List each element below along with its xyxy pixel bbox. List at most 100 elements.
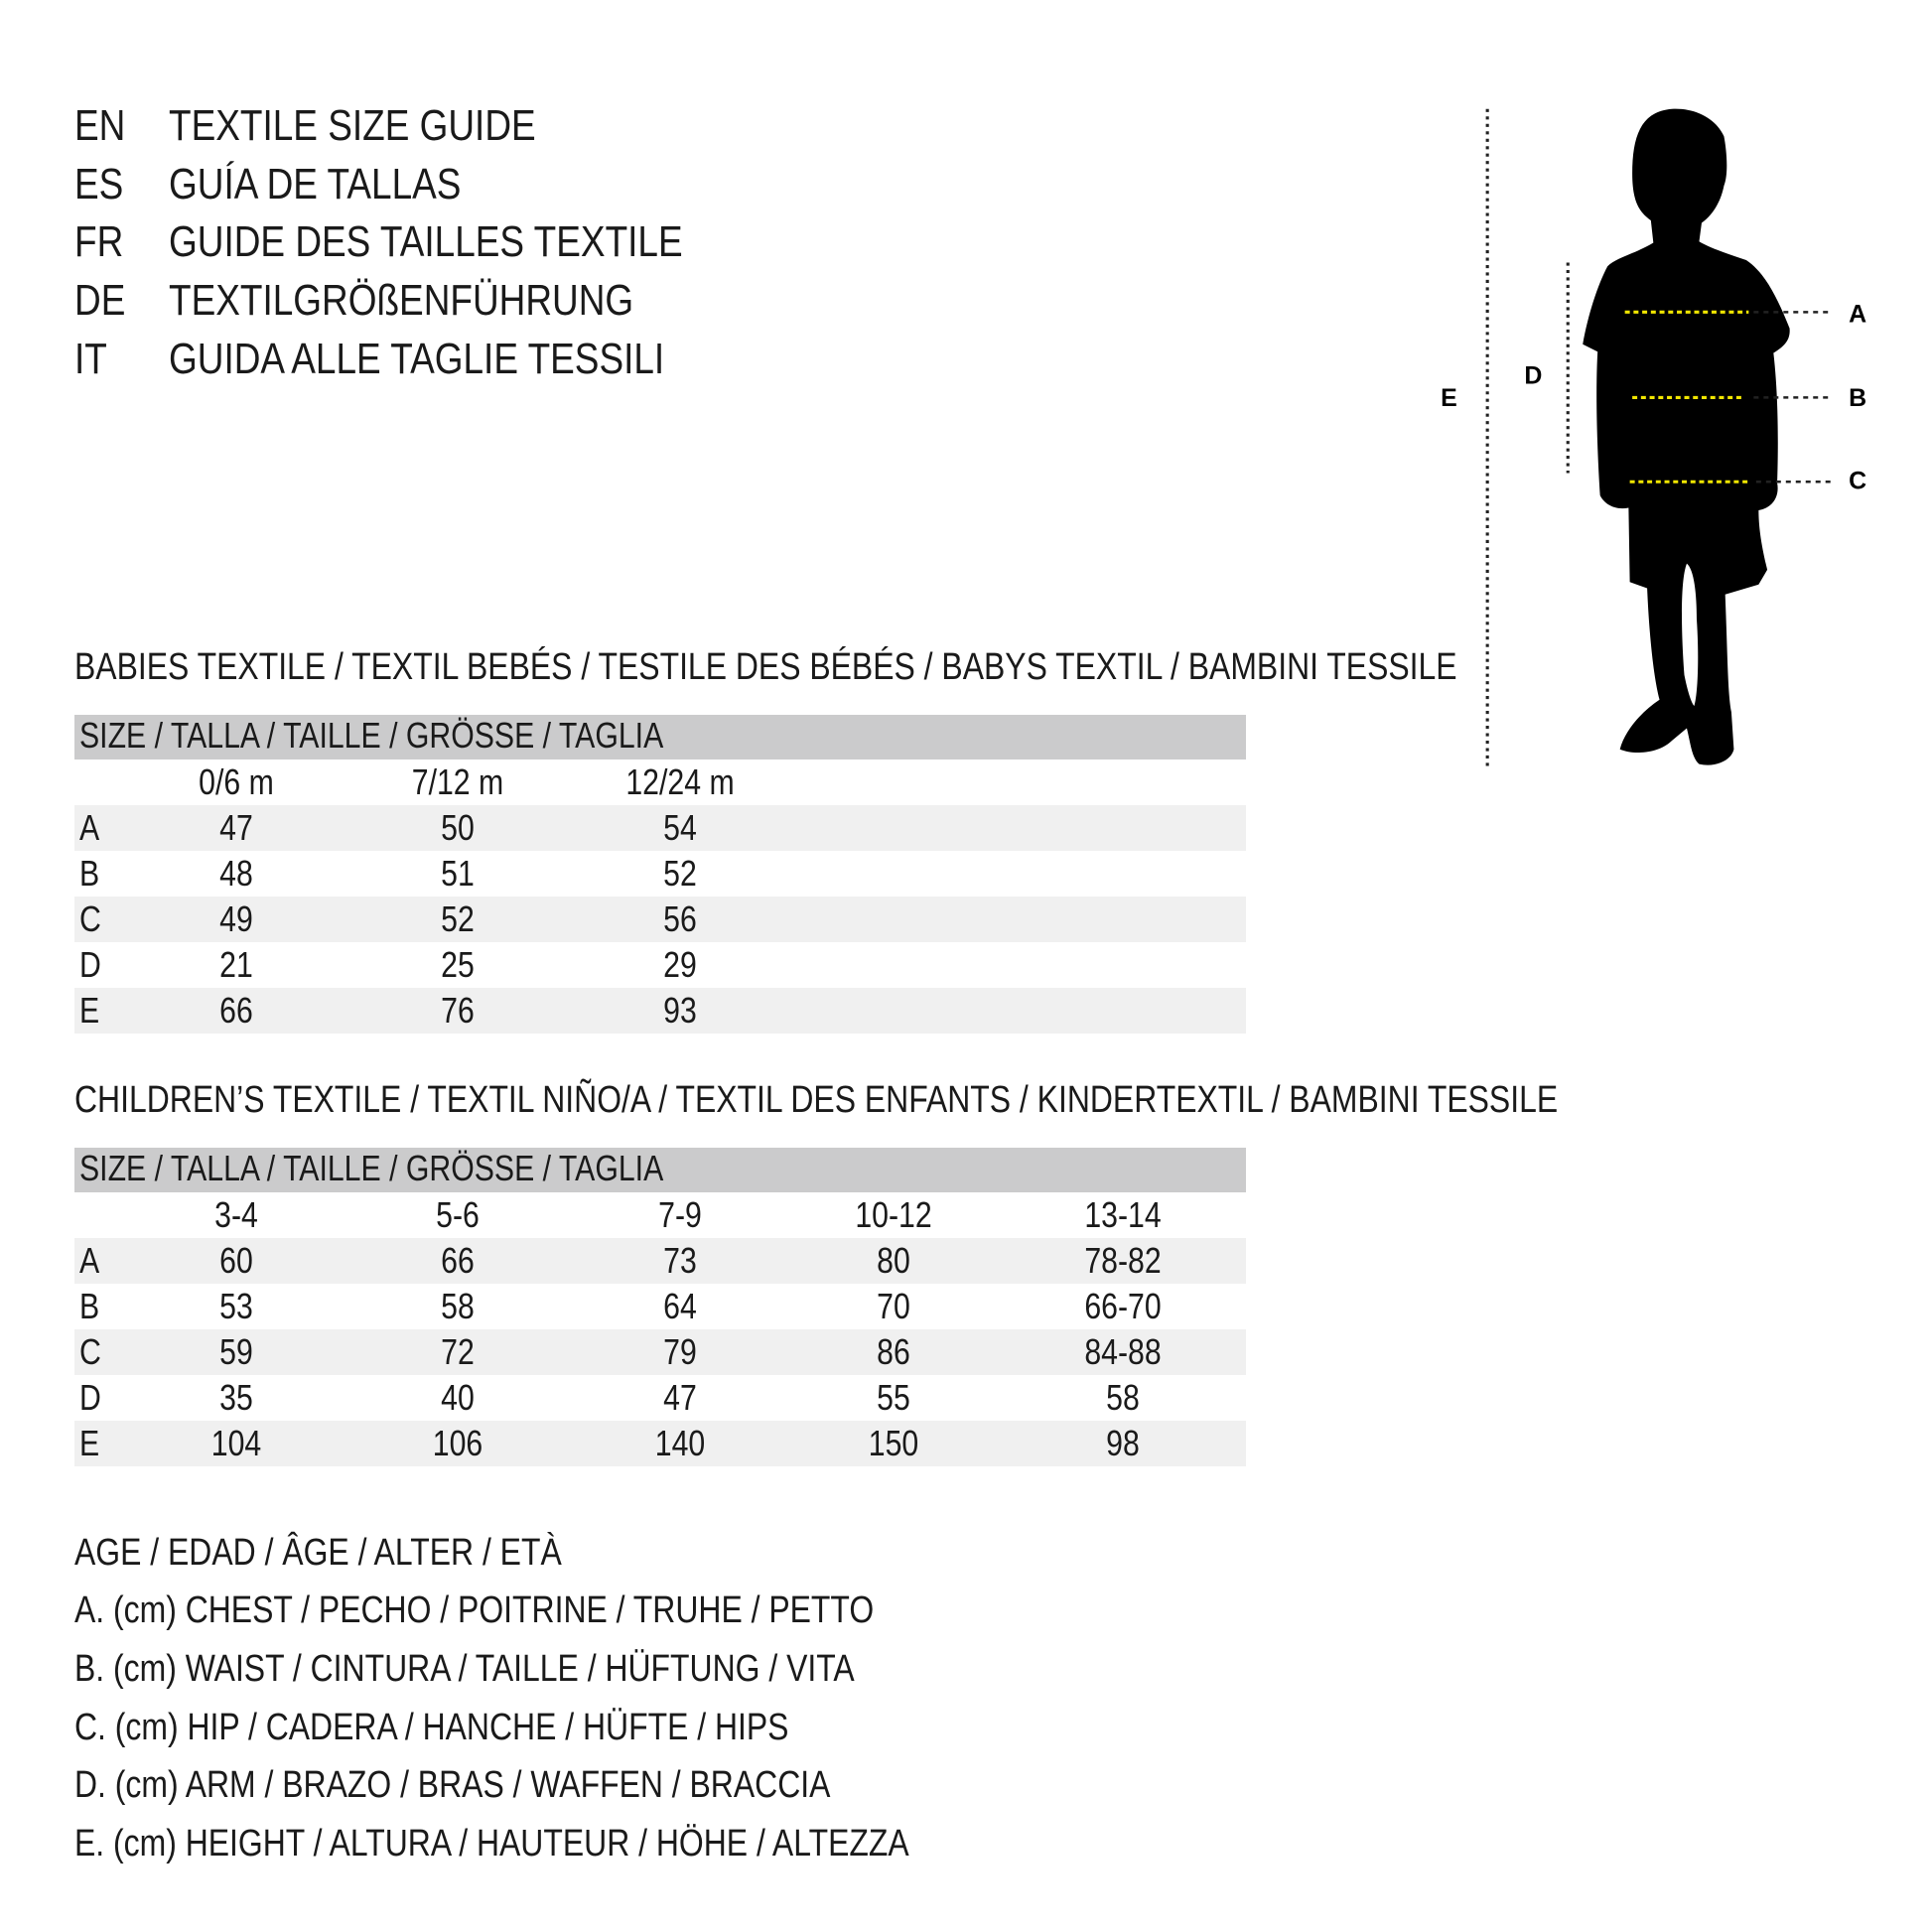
legend-text: D. (cm) ARM / BRAZO / BRAS / WAFFEN / BR… [74, 1764, 831, 1806]
size-header-text: SIZE / TALLA / TAILLE / GRÖSSE / TAGLIA [79, 1148, 664, 1188]
babies-size-table: SIZE / TALLA / TAILLE / GRÖSSE / TAGLIA 0… [74, 715, 1246, 1034]
label-b: B [1849, 384, 1866, 412]
lang-code: EN [74, 101, 126, 150]
table-cell: 150 [868, 1423, 919, 1463]
babies-heading-text: BABIES TEXTILE / TEXTIL BEBÉS / TESTILE … [74, 646, 1457, 688]
legend-height: E. (cm) HEIGHT / ALTURA / HAUTEUR / HÖHE… [74, 1820, 1068, 1867]
row-label: A [79, 807, 100, 848]
babies-heading: BABIES TEXTILE / TEXTIL BEBÉS / TESTILE … [74, 645, 1862, 689]
row-label: E [79, 990, 100, 1031]
legend-text: E. (cm) HEIGHT / ALTURA / HAUTEUR / HÖHE… [74, 1823, 909, 1864]
table-cell: 47 [219, 807, 253, 848]
column-header: 7/12 m [411, 761, 504, 802]
table-row: E 104 106 140 150 98 [74, 1421, 1246, 1466]
label-a: A [1849, 300, 1866, 328]
row-label: E [79, 1423, 100, 1463]
legend-waist: B. (cm) WAIST / CINTURA / TAILLE / HÜFTU… [74, 1645, 1003, 1693]
table-cell: 52 [663, 853, 697, 894]
legend-text: B. (cm) WAIST / CINTURA / TAILLE / HÜFTU… [74, 1648, 855, 1690]
table-row: C 59 72 79 86 84-88 [74, 1329, 1246, 1375]
table-cell: 66 [441, 1240, 475, 1281]
title-text: GUIDE DES TAILLES TEXTILE [169, 217, 683, 266]
legend-arm: D. (cm) ARM / BRAZO / BRAS / WAFFEN / BR… [74, 1761, 974, 1809]
table-cell: 25 [441, 944, 475, 985]
lang-code: ES [74, 160, 124, 208]
column-header: 10-12 [855, 1194, 932, 1235]
table-cell: 58 [441, 1286, 475, 1326]
title-text: TEXTILE SIZE GUIDE [169, 101, 536, 150]
legend-age: AGE / EDAD / ÂGE / ALTER / ETÀ [74, 1529, 654, 1577]
table-cell: 84-88 [1084, 1331, 1162, 1372]
table-cell: 79 [663, 1331, 697, 1372]
table-cell: 104 [210, 1423, 262, 1463]
table-cell: 60 [219, 1240, 253, 1281]
lang-code: FR [74, 217, 124, 266]
table-cell: 29 [663, 944, 697, 985]
legend-text: C. (cm) HIP / CADERA / HANCHE / HÜFTE / … [74, 1707, 789, 1748]
table-row: D 35 40 47 55 58 [74, 1375, 1246, 1421]
column-header: 5-6 [436, 1194, 480, 1235]
table-row: B 53 58 64 70 66-70 [74, 1284, 1246, 1329]
table-cell: 53 [219, 1286, 253, 1326]
table-cell: 21 [219, 944, 253, 985]
table-row: A 47 50 54 [74, 805, 1246, 851]
table-cell: 35 [219, 1377, 253, 1418]
label-c: C [1849, 468, 1866, 495]
legend-text: A. (cm) CHEST / PECHO / POITRINE / TRUHE… [74, 1589, 875, 1631]
table-row: C 49 52 56 [74, 897, 1246, 942]
children-heading: CHILDREN’S TEXTILE / TEXTIL NIÑO/A / TEX… [74, 1078, 1862, 1122]
table-cell: 80 [877, 1240, 910, 1281]
row-label: D [79, 944, 101, 985]
table-cell: 58 [1106, 1377, 1140, 1418]
column-header-row: 3-4 5-6 7-9 10-12 13-14 [74, 1192, 1246, 1238]
children-heading-text: CHILDREN’S TEXTILE / TEXTIL NIÑO/A / TEX… [74, 1079, 1559, 1121]
table-cell: 73 [663, 1240, 697, 1281]
table-cell: 78-82 [1084, 1240, 1162, 1281]
table-cell: 66 [219, 990, 253, 1031]
row-label: C [79, 898, 101, 939]
table-cell: 72 [441, 1331, 475, 1372]
row-label: A [79, 1240, 100, 1281]
legend-hip: C. (cm) HIP / CADERA / HANCHE / HÜFTE / … [74, 1704, 925, 1751]
table-cell: 106 [432, 1423, 483, 1463]
size-header-text: SIZE / TALLA / TAILLE / GRÖSSE / TAGLIA [79, 715, 664, 756]
table-cell: 140 [654, 1423, 706, 1463]
legend-text: AGE / EDAD / ÂGE / ALTER / ETÀ [74, 1532, 562, 1574]
size-header: SIZE / TALLA / TAILLE / GRÖSSE / TAGLIA [74, 715, 1246, 759]
column-header: 3-4 [214, 1194, 258, 1235]
table-row: D 21 25 29 [74, 942, 1246, 988]
table-cell: 47 [663, 1377, 697, 1418]
title-text: GUIDA ALLE TAGLIE TESSILI [169, 335, 665, 383]
column-header-row: 0/6 m 7/12 m 12/24 m [74, 759, 1246, 805]
column-header: 0/6 m [199, 761, 274, 802]
table-cell: 98 [1106, 1423, 1140, 1463]
table-cell: 54 [663, 807, 697, 848]
row-label: B [79, 853, 100, 894]
leg-gap [1682, 563, 1699, 707]
table-cell: 70 [877, 1286, 910, 1326]
row-label: B [79, 1286, 100, 1326]
table-cell: 48 [219, 853, 253, 894]
table-row: A 60 66 73 80 78-82 [74, 1238, 1246, 1284]
table-cell: 59 [219, 1331, 253, 1372]
column-header: 12/24 m [625, 761, 735, 802]
label-d: D [1524, 362, 1542, 390]
table-cell: 56 [663, 898, 697, 939]
row-label: D [79, 1377, 101, 1418]
size-header: SIZE / TALLA / TAILLE / GRÖSSE / TAGLIA [74, 1148, 1246, 1192]
title-text: TEXTILGRÖßENFÜHRUNG [169, 276, 634, 325]
table-cell: 93 [663, 990, 697, 1031]
table-row: E 66 76 93 [74, 988, 1246, 1034]
table-cell: 51 [441, 853, 475, 894]
table-cell: 55 [877, 1377, 910, 1418]
table-cell: 50 [441, 807, 475, 848]
table-cell: 64 [663, 1286, 697, 1326]
lang-code: DE [74, 276, 126, 325]
table-cell: 76 [441, 990, 475, 1031]
table-cell: 86 [877, 1331, 910, 1372]
lang-code: IT [74, 335, 107, 383]
table-row: B 48 51 52 [74, 851, 1246, 897]
column-header: 13-14 [1084, 1194, 1162, 1235]
children-size-table: SIZE / TALLA / TAILLE / GRÖSSE / TAGLIA 3… [74, 1148, 1246, 1466]
